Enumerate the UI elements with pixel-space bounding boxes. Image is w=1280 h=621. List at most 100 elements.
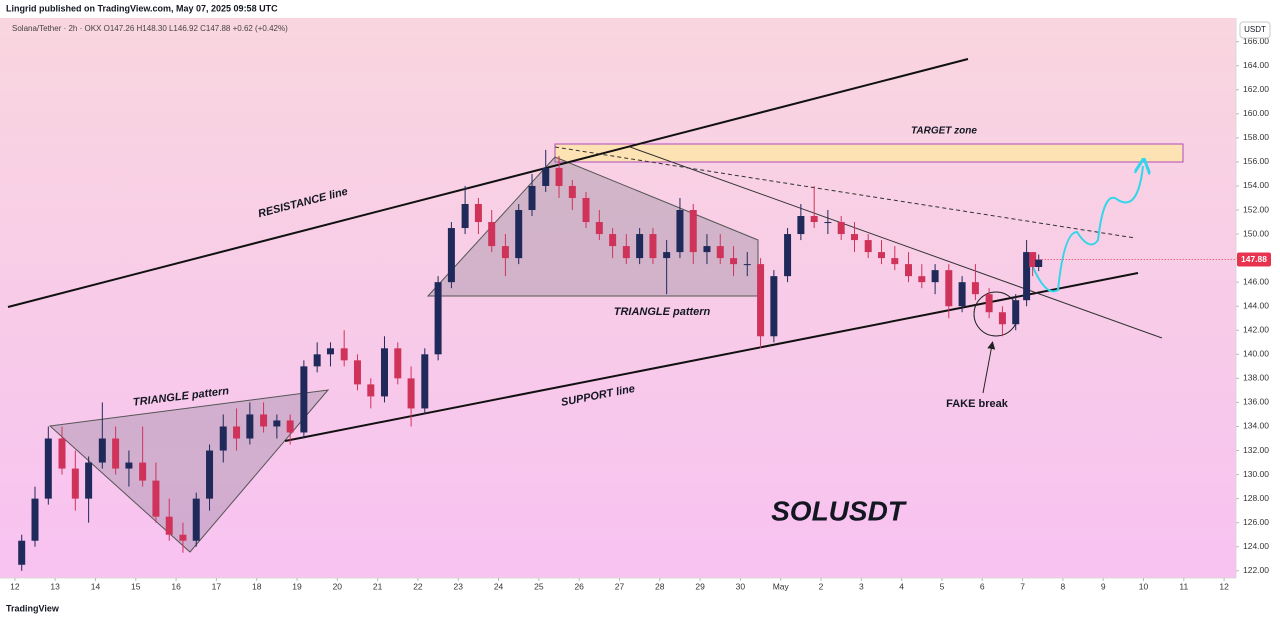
candles: [18, 149, 1043, 571]
y-tick-label: 162.00: [1243, 84, 1269, 94]
candle-body: [1035, 259, 1043, 268]
target-label: TARGET zone: [911, 126, 977, 137]
y-tick-label: 160.00: [1243, 108, 1269, 118]
candle-body: [864, 240, 872, 253]
y-tick-label: 156.00: [1243, 156, 1269, 166]
candle-body: [609, 234, 617, 247]
symbol-line: Solana/Tether · 2h · OKX O147.26 H148.30…: [12, 24, 288, 33]
candle-body: [165, 516, 173, 535]
candle-body: [367, 384, 375, 397]
x-tick-label: 4: [899, 581, 904, 591]
candle-body: [891, 258, 899, 265]
y-tick-label: 136.00: [1243, 397, 1269, 407]
candle-body: [340, 348, 348, 361]
candle-body: [394, 348, 402, 379]
candle-body: [447, 228, 455, 283]
resistance-line: [7, 58, 969, 308]
candle-body: [784, 234, 792, 277]
candle-body: [313, 354, 321, 367]
candle-body: [716, 246, 724, 259]
candle-body: [1029, 252, 1037, 268]
drawings: [7, 58, 1184, 553]
x-tick-label: 22: [413, 581, 423, 591]
footer-brand: TradingView: [6, 603, 60, 613]
candle-body: [152, 480, 160, 517]
x-tick-label: 27: [615, 581, 625, 591]
triangle-label: TRIANGLE pattern: [614, 306, 711, 318]
triangle-2: [426, 156, 759, 297]
x-tick-label: 2: [819, 581, 824, 591]
x-tick-label: 8: [1061, 581, 1066, 591]
candle-body: [461, 203, 469, 229]
y-tick-label: 128.00: [1243, 493, 1269, 503]
x-tick-label: 11: [1179, 581, 1188, 591]
candle-body: [958, 282, 966, 307]
x-tick-label: 20: [333, 581, 343, 591]
candle-body: [246, 414, 254, 439]
candle-body: [179, 534, 187, 541]
candle-body: [703, 246, 711, 253]
x-tick-label: 12: [1219, 581, 1229, 591]
last-price-label: 147.88: [1241, 254, 1267, 264]
candle-body: [649, 234, 657, 259]
candle-body: [770, 276, 778, 337]
candle-body: [488, 222, 496, 247]
candle-body: [139, 462, 147, 481]
x-tick-label: 26: [574, 581, 584, 591]
y-tick-label: 158.00: [1243, 132, 1269, 142]
target-zone: [554, 143, 1184, 163]
candle-body: [380, 348, 388, 397]
x-tick-label: May: [773, 581, 790, 591]
candle-body: [757, 264, 765, 337]
publisher: Lingrid published on TradingView.com, Ma…: [6, 3, 278, 13]
candle-body: [595, 222, 603, 235]
candle-body: [300, 366, 308, 433]
downtrend-line: [629, 146, 1163, 339]
candle-body: [904, 264, 912, 277]
candle-body: [582, 197, 590, 223]
candle-body: [797, 216, 805, 235]
x-tick-label: 5: [940, 581, 945, 591]
y-tick-label: 126.00: [1243, 517, 1269, 527]
candle-body: [622, 246, 630, 259]
candle-body: [542, 167, 550, 186]
candle-body: [824, 222, 832, 224]
y-tick-label: 152.00: [1243, 204, 1269, 214]
candle-body: [71, 468, 79, 499]
candle-body: [568, 185, 576, 198]
y-tick-label: 134.00: [1243, 421, 1269, 431]
triangle-1: [48, 389, 330, 553]
candle-body: [528, 185, 536, 211]
x-tick-label: 16: [171, 581, 181, 591]
y-tick-label: 166.00: [1243, 36, 1269, 46]
candle-body: [31, 498, 39, 541]
y-tick-label: 146.00: [1243, 276, 1269, 286]
x-tick-label: 23: [454, 581, 464, 591]
candle-body: [636, 234, 644, 259]
fake-break-arrow: [982, 341, 996, 394]
candle-body: [985, 294, 993, 313]
candle-body: [555, 167, 563, 186]
x-tick-label: 7: [1020, 581, 1025, 591]
x-tick-label: 15: [131, 581, 141, 591]
candle-body: [1012, 300, 1020, 325]
candle-body: [663, 252, 671, 259]
candle-body: [837, 222, 845, 235]
x-tick-label: 25: [534, 581, 544, 591]
x-tick-label: 17: [212, 581, 222, 591]
candle-body: [260, 414, 268, 427]
candle-body: [850, 234, 858, 241]
candle-body: [998, 312, 1006, 325]
candle-body: [676, 210, 684, 253]
x-tick-label: 14: [91, 581, 101, 591]
candle-body: [98, 438, 106, 463]
candle-body: [515, 210, 523, 259]
x-tick-label: 18: [252, 581, 262, 591]
x-tick-label: 19: [292, 581, 302, 591]
candle-body: [931, 270, 939, 283]
x-tick-label: 24: [494, 581, 504, 591]
candle-body: [730, 258, 738, 265]
y-tick-label: 138.00: [1243, 373, 1269, 383]
y-tick-label: 144.00: [1243, 300, 1269, 310]
